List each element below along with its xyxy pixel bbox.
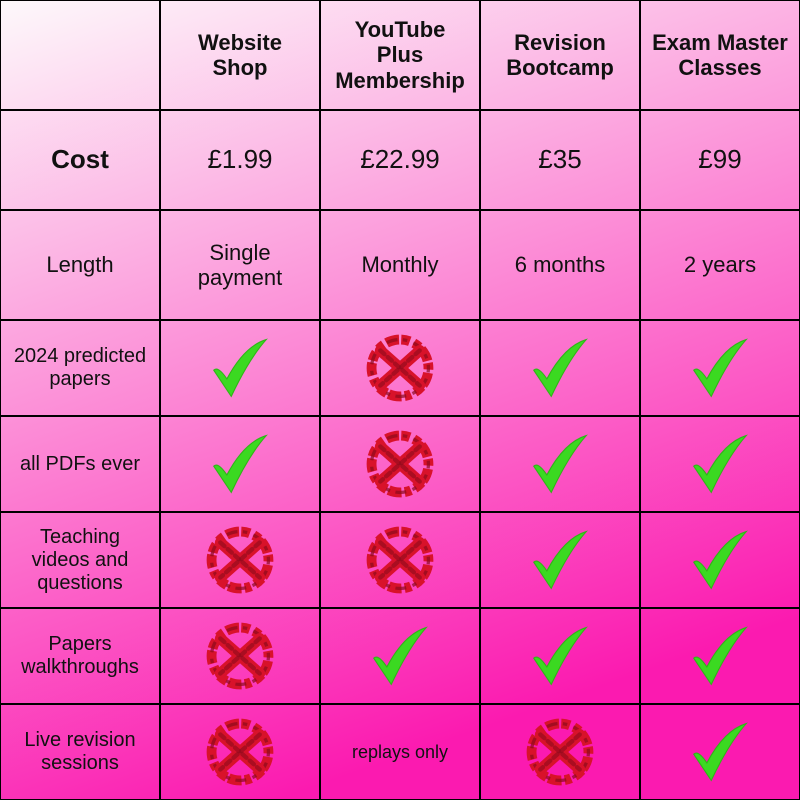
cell-5-1 [320,608,480,704]
cell-4-2 [480,512,640,608]
check-icon [489,615,631,697]
cell-6-2 [480,704,640,800]
cell-3-2 [480,416,640,512]
cross-icon [169,519,311,601]
cell-1-0: Single payment [160,210,320,320]
cell-1-1: Monthly [320,210,480,320]
header-col-2: YouTube Plus Membership [320,0,480,110]
row-label-0: Cost [0,110,160,210]
check-icon [649,327,791,409]
check-icon [169,423,311,505]
cell-5-0 [160,608,320,704]
cross-icon [169,711,311,793]
cell-2-0 [160,320,320,416]
cross-icon [329,519,471,601]
check-icon [329,615,471,697]
cell-1-3: 2 years [640,210,800,320]
row-label-6: Live revision sessions [0,704,160,800]
comparison-table: Website ShopYouTube Plus MembershipRevis… [0,0,800,800]
cell-0-0: £1.99 [160,110,320,210]
cross-icon [169,615,311,697]
cell-6-3 [640,704,800,800]
check-icon [649,711,791,793]
cell-6-0 [160,704,320,800]
cell-1-2: 6 months [480,210,640,320]
header-col-1: Website Shop [160,0,320,110]
header-blank [0,0,160,110]
cell-2-3 [640,320,800,416]
cell-0-3: £99 [640,110,800,210]
cell-3-3 [640,416,800,512]
cross-icon [329,327,471,409]
check-icon [489,519,631,601]
row-label-3: all PDFs ever [0,416,160,512]
check-icon [489,423,631,505]
header-col-3: Revision Bootcamp [480,0,640,110]
check-icon [169,327,311,409]
cell-0-2: £35 [480,110,640,210]
cell-2-1 [320,320,480,416]
check-icon [489,327,631,409]
check-icon [649,615,791,697]
cell-5-2 [480,608,640,704]
row-label-4: Teaching videos and questions [0,512,160,608]
row-label-5: Papers walkthroughs [0,608,160,704]
cross-icon [489,711,631,793]
cell-6-1: replays only [320,704,480,800]
cell-4-1 [320,512,480,608]
cell-4-3 [640,512,800,608]
cell-2-2 [480,320,640,416]
cell-4-0 [160,512,320,608]
cross-icon [329,423,471,505]
row-label-2: 2024 predicted papers [0,320,160,416]
check-icon [649,423,791,505]
cell-3-1 [320,416,480,512]
check-icon [649,519,791,601]
row-label-1: Length [0,210,160,320]
cell-0-1: £22.99 [320,110,480,210]
cell-3-0 [160,416,320,512]
cell-5-3 [640,608,800,704]
header-col-4: Exam Master Classes [640,0,800,110]
